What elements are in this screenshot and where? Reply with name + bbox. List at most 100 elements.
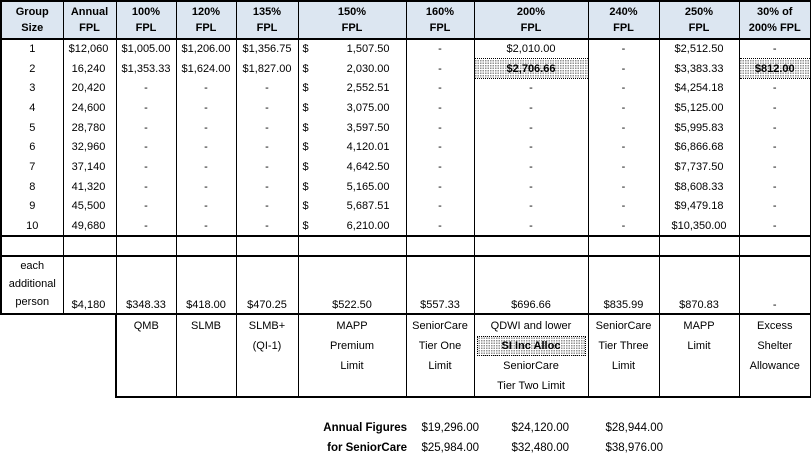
currency-symbol: $ [302,180,309,193]
table-cell: - [235,78,298,99]
table-cell: 5 [0,117,63,138]
table-cell: - [115,78,176,99]
additional-person-row: each additional person $4,180 $348.33 $4… [0,255,811,315]
table-cell: - [738,117,811,138]
table-cell: - [473,98,588,118]
column-header-240pct: 240% FPL [587,0,659,40]
column-header-150pct: 150% FPL [297,0,406,40]
table-cell: $5,687.51 [297,196,406,217]
table-cell: - [587,196,659,217]
table-cell: $10,350.00 [658,216,739,237]
currency-symbol: $ [302,200,309,213]
table-cell: - [115,137,176,158]
table-cell: 9 [0,196,63,217]
si-inc-alloc-hatched-label: SI Inc Alloc [476,335,586,356]
table-cell: - [405,216,474,237]
table-cell: $870.83 [658,255,739,315]
table-cell: $6,866.68 [658,137,739,158]
table-cell: $418.00 [175,255,236,315]
cell-value: 2,552.51 [346,82,390,95]
table-cell: $5,165.00 [297,176,406,197]
currency-symbol: $ [302,160,309,173]
table-cell: $5,125.00 [658,98,739,118]
currency-symbol: $ [302,121,309,134]
empty-cell [235,235,298,257]
table-cell: $8,608.33 [658,176,739,197]
table-cell: - [473,196,588,217]
table-cell: 10 [0,216,63,237]
table-cell: $557.33 [405,255,474,315]
cell-value: 4,642.50 [346,160,390,173]
table-cell: 1 [0,39,63,59]
table-cell: 41,320 [62,176,116,197]
hatched-cell: $2,706.66 [473,58,588,79]
table-cell: $4,180 [62,255,116,315]
seniorcare-line: SeniorCare [503,359,559,372]
table-cell: $1,206.00 [175,39,236,59]
column-header-annual-fpl: Annual FPL [62,0,116,40]
program-label-slmb-plus: SLMB+ (QI-1) [235,313,298,398]
program-labels-row: QMB SLMB SLMB+ (QI-1) MAPP Premium Limit… [1,313,811,398]
table-cell: - [473,157,588,177]
table-cell: - [235,117,298,138]
empty-cell [1,313,63,397]
table-cell: $348.33 [115,255,176,315]
table-cell: - [175,157,236,177]
table-cell: - [473,216,588,237]
table-row: 10 49,680 - - - $6,210.00 - - - $10,350.… [0,216,811,237]
table-cell: - [473,176,588,197]
cell-value: 3,597.50 [346,121,390,134]
annual-figures-row-1: Annual Figures $19,296.00 $24,120.00 $28… [0,418,811,438]
table-cell: - [738,157,811,177]
table-cell: 6 [0,137,63,158]
seniorcare-annual-figures: Annual Figures $19,296.00 $24,120.00 $28… [0,418,811,458]
table-cell: 37,140 [62,157,116,177]
program-label-mapp-premium: MAPP Premium Limit [297,313,406,398]
table-cell: $1,827.00 [235,58,298,79]
table-cell: $1,624.00 [175,58,236,79]
table-cell: $9,479.18 [658,196,739,217]
table-cell: - [175,98,236,118]
table-cell: - [473,117,588,138]
table-cell: $4,120.01 [297,137,406,158]
table-cell: - [235,157,298,177]
table-cell: - [405,137,474,158]
table-cell: $522.50 [297,255,406,315]
table-cell: $1,353.33 [115,58,176,79]
table-cell: 45,500 [62,196,116,217]
annual-value: $24,120.00 [511,421,569,434]
empty-cell [405,235,474,257]
table-row: 2 16,240 $1,353.33 $1,624.00 $1,827.00 $… [0,58,811,79]
column-header-200pct: 200% FPL [473,0,588,40]
cell-value: 5,687.51 [346,200,390,213]
table-cell: - [175,78,236,99]
table-cell: - [175,117,236,138]
table-cell: - [115,117,176,138]
hatched-cell: $812.00 [738,58,811,79]
column-header-135pct: 135% FPL [235,0,298,40]
column-header-120pct: 120% FPL [175,0,236,40]
program-label-slmb: SLMB [175,313,236,398]
table-cell: $3,597.50 [297,117,406,138]
currency-symbol: $ [302,219,309,232]
program-label-mapp-limit: MAPP Limit [658,313,739,398]
table-cell: - [175,176,236,197]
annual-figures-row-2: for SeniorCare $25,984.00 $32,480.00 $38… [0,438,811,458]
currency-symbol: $ [302,101,309,114]
table-cell: - [738,137,811,158]
table-cell: $1,005.00 [115,39,176,59]
table-cell: - [235,216,298,237]
table-cell: - [115,157,176,177]
table-cell: - [175,137,236,158]
column-header-250pct: 250% FPL [658,0,739,40]
table-cell: - [587,157,659,177]
table-cell: 7 [0,157,63,177]
table-cell: 3 [0,78,63,99]
table-cell: - [587,137,659,158]
table-cell: - [587,216,659,237]
table-row: 7 37,140 - - - $4,642.50 - - - $7,737.50… [0,157,811,177]
cell-value: 1,507.50 [346,43,390,56]
table-cell: $696.66 [473,255,588,315]
empty-cell [587,235,659,257]
cell-value: 4,120.01 [346,141,390,154]
